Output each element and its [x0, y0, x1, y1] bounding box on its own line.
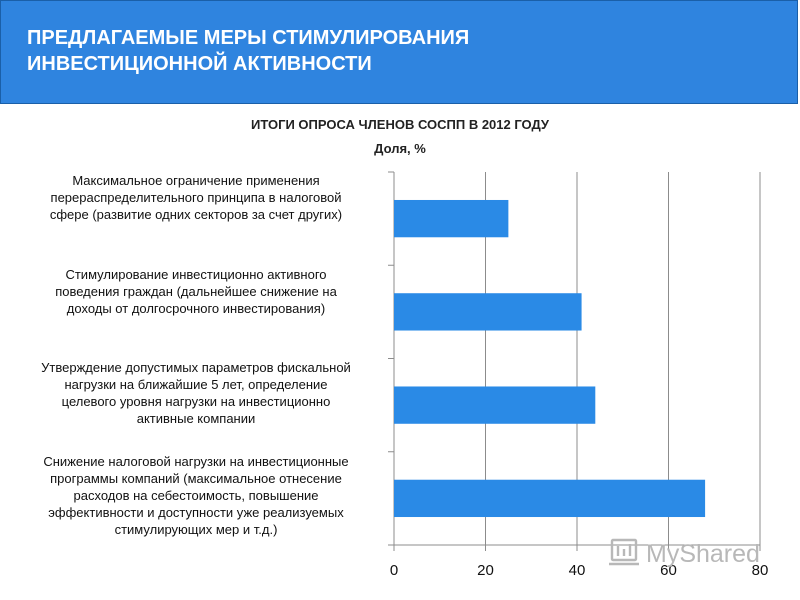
bar — [394, 386, 596, 424]
category-label-line: Утверждение допустимых параметров фискал… — [41, 360, 351, 375]
page-title-line-2: ИНВЕСТИЦИОННОЙ АКТИВНОСТИ — [27, 53, 372, 75]
category-label-line: нагрузки на ближайшие 5 лет, определение — [64, 377, 328, 392]
category-label: Максимальное ограничение применения пере… — [4, 172, 388, 223]
bar — [394, 293, 582, 331]
category-label-line: Снижение налоговой нагрузки на инвестици… — [43, 454, 349, 469]
category-label-line: стимулирующих мер и т.д.) — [114, 522, 278, 537]
category-label-line: целевого уровня нагрузки на инвестиционн… — [61, 394, 331, 409]
page-title: ПРЕДЛАГАЕМЫЕ МЕРЫ СТИМУЛИРОВАНИЯ ИНВЕСТИ… — [27, 25, 767, 77]
page-title-line-1: ПРЕДЛАГАЕМЫЕ МЕРЫ СТИМУЛИРОВАНИЯ — [27, 27, 470, 49]
category-label-line: Стимулирование инвестиционно активного — [65, 267, 327, 282]
bar — [394, 199, 509, 238]
category-label-line: эффективности и доступности уже реализуе… — [48, 505, 344, 520]
category-label-line: перераспределительного принципа в налого… — [50, 190, 342, 205]
bar — [394, 479, 706, 518]
category-label: Стимулирование инвестиционно активного п… — [4, 266, 388, 317]
x-tick-label: 80 — [752, 562, 769, 579]
watermark-logo: MyShared — [609, 538, 760, 568]
chart-subtitle: Доля, % — [374, 141, 426, 156]
category-label-line: Максимальное ограничение применения — [72, 173, 320, 188]
watermark-text: MyShared — [646, 540, 760, 568]
category-label: Снижение налоговой нагрузки на инвестици… — [4, 453, 388, 538]
category-label-line: доходы от долгосрочного инвестирования) — [66, 301, 326, 316]
category-label-line: программы компаний (максимальное отнесен… — [50, 471, 342, 486]
category-label: Утверждение допустимых параметров фискал… — [4, 359, 388, 427]
header-banner: ПРЕДЛАГАЕМЫЕ МЕРЫ СТИМУЛИРОВАНИЯ ИНВЕСТИ… — [0, 0, 798, 104]
x-tick-label: 20 — [477, 562, 494, 579]
x-tick-label: 40 — [569, 562, 586, 579]
category-label-line: сфере (развитие одних секторов за счет д… — [49, 207, 343, 222]
category-label-line: активные компании — [136, 411, 256, 426]
category-label-line: расходов на себестоимость, повышение — [73, 488, 319, 503]
x-tick-label: 0 — [390, 562, 398, 579]
watermark-icon — [609, 538, 639, 566]
x-tick-label: 60 — [660, 562, 677, 579]
category-label-line: поведения граждан (дальнейшее снижение н… — [55, 284, 337, 299]
chart-title: ИТОГИ ОПРОСА ЧЛЕНОВ СОСПП В 2012 ГОДУ — [251, 117, 549, 132]
